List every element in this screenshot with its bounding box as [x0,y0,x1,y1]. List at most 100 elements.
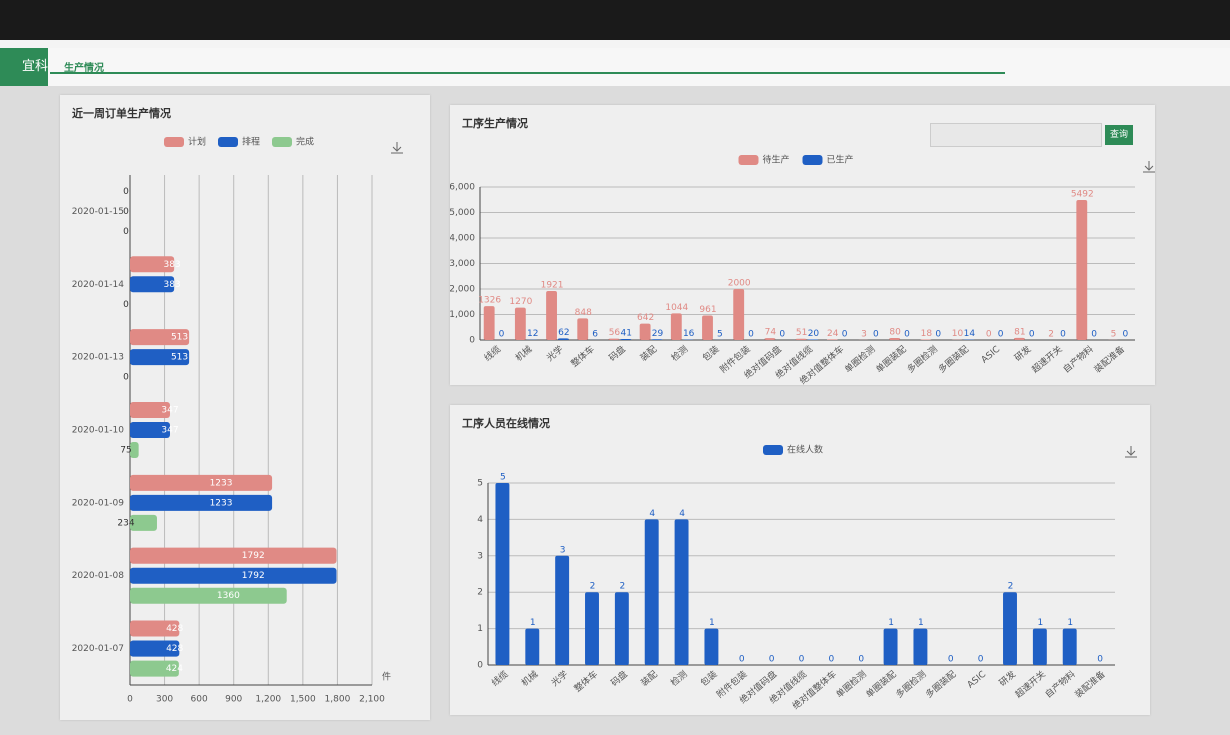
tab[interactable]: 生产情况 [64,63,104,74]
data-label: 234 [117,518,134,528]
bar [889,337,901,340]
x-tick-label: ASIC [966,670,988,691]
data-label: 1792 [242,571,265,581]
download-icon[interactable] [1124,445,1138,459]
bar [130,587,287,604]
data-label: 0 [828,655,834,665]
x-tick-label: 码盘 [608,668,630,689]
x-tick-label: 光学 [549,668,571,689]
chart: 待生产 已生产 0 1,000 2,000 3,000 4,000 5,000 6,000 线缆 1… [450,154,1135,385]
bar [826,339,838,340]
data-label: 347 [161,405,178,415]
x-tick-label: 1,500 [290,695,316,705]
download-icon[interactable] [390,141,404,155]
legend-label: 待生产 [763,154,790,166]
bar [651,339,663,340]
data-label: 1 [709,618,715,628]
data-label: 3 [560,545,566,555]
data-label: 1270 [509,297,532,307]
data-label: 0 [739,655,745,665]
data-label: 0 [873,330,879,340]
data-label: 6 [592,329,598,339]
data-label: 1 [1037,618,1043,628]
data-label: 383 [163,260,180,270]
bar [1076,199,1088,340]
data-label: 3 [861,329,867,339]
data-label: 24 [827,329,839,339]
data-label: 2 [1048,329,1054,339]
data-label: 1 [1067,618,1073,628]
panel-title: 近一周订单生产情况 [72,107,171,120]
bar [702,315,713,340]
x-tick-label: 线缆 [489,668,511,689]
data-label: 0 [978,655,984,665]
bar [130,660,179,677]
download-icon[interactable] [1142,160,1156,174]
data-label: 0 [1091,330,1097,340]
bar [483,306,495,340]
y-tick-label: 2,000 [450,285,475,295]
data-label: 74 [765,328,777,338]
date-input[interactable] [930,123,1102,147]
tab-underline [50,72,1005,74]
data-label: 642 [637,313,654,323]
chart: 在线人数012345线缆5机械1光学3整体车2码盘2装配4检测4包装1附件包装0… [477,444,1115,712]
data-label: 1 [530,618,536,628]
search-button[interactable]: 查询 [1105,125,1133,145]
data-label: 16 [683,329,695,339]
data-label: 5 [500,473,506,483]
x-tick-label: 线缆 [482,343,504,364]
logo[interactable]: 宜科 [0,48,48,86]
data-label: 5492 [1071,189,1094,199]
x-tick-label: 光学 [544,343,566,364]
data-label: 0 [769,655,775,665]
bar [525,628,540,665]
data-label: 1 [918,618,924,628]
y-tick-label: 2020-01-10 [72,426,125,436]
bar [795,338,807,340]
x-tick-label: 多圈检测 [904,343,939,375]
x-tick-label: 多圈装配 [923,668,958,700]
data-label: 1360 [217,591,240,601]
y-tick-label: 1,000 [450,310,475,320]
y-tick-label: 6,000 [450,183,475,193]
x-tick-label: 机械 [519,668,541,689]
data-label: 0 [1122,330,1128,340]
x-tick-label: 900 [225,695,242,705]
legend-label: 计划 [188,136,206,148]
legend-swatch [763,445,783,455]
bar [807,339,819,340]
bar [130,640,180,657]
legend-label: 已生产 [827,154,854,166]
bar [674,519,689,665]
data-label: 0 [799,655,805,665]
data-label: 428 [166,624,183,634]
x-tick-label: 300 [156,695,173,705]
x-tick-label: 超速开关 [1013,668,1048,700]
bar [614,592,629,665]
data-label: 1921 [541,281,564,291]
bar [608,338,620,340]
bar [130,442,139,459]
data-label: 0 [948,655,954,665]
data-label: 10 [952,329,964,339]
panel-title: 工序生产情况 [462,117,528,130]
data-label: 0 [123,187,129,197]
y-tick-label: 2020-01-09 [72,498,125,508]
legend-label: 在线人数 [787,444,823,456]
legend-label: 排程 [242,136,260,148]
bar [130,421,170,439]
data-label: 0 [779,330,785,340]
data-label: 0 [858,655,864,665]
data-label: 75 [120,446,131,456]
bar [130,276,175,293]
y-tick-label: 2020-01-07 [72,644,124,654]
data-label: 0 [123,373,129,383]
bar [644,519,659,665]
bar [1032,628,1047,665]
x-tick-label: 单圈装配 [873,343,908,375]
data-label: 62 [558,328,569,338]
data-label: 428 [166,644,183,654]
data-label: 0 [748,330,754,340]
bar [577,318,589,340]
